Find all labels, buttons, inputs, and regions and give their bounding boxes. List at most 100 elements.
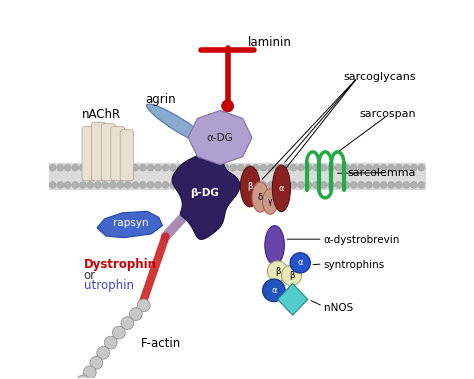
Circle shape <box>109 182 116 188</box>
Circle shape <box>185 182 191 188</box>
Circle shape <box>94 164 101 171</box>
Circle shape <box>147 182 154 188</box>
Circle shape <box>83 366 96 379</box>
Circle shape <box>410 164 417 171</box>
Circle shape <box>117 164 124 171</box>
Circle shape <box>267 164 274 171</box>
FancyBboxPatch shape <box>82 127 96 181</box>
Text: nAChR: nAChR <box>82 108 121 121</box>
Text: utrophin: utrophin <box>83 279 134 292</box>
Text: sarcoglycans: sarcoglycans <box>343 72 416 81</box>
Circle shape <box>125 164 131 171</box>
Circle shape <box>283 164 289 171</box>
Circle shape <box>49 164 56 171</box>
Circle shape <box>112 326 125 339</box>
Circle shape <box>162 182 169 188</box>
Circle shape <box>139 164 146 171</box>
Circle shape <box>298 164 304 171</box>
FancyBboxPatch shape <box>101 124 116 181</box>
Circle shape <box>403 182 410 188</box>
Circle shape <box>365 164 372 171</box>
Circle shape <box>328 182 335 188</box>
Circle shape <box>79 182 86 188</box>
Circle shape <box>358 164 365 171</box>
Ellipse shape <box>240 166 260 207</box>
Circle shape <box>245 182 252 188</box>
Circle shape <box>57 182 64 188</box>
Circle shape <box>177 182 184 188</box>
Circle shape <box>245 164 252 171</box>
Circle shape <box>403 164 410 171</box>
Circle shape <box>253 164 259 171</box>
Circle shape <box>253 182 259 188</box>
Circle shape <box>380 182 387 188</box>
Circle shape <box>200 182 207 188</box>
Circle shape <box>90 356 103 369</box>
Circle shape <box>77 375 90 379</box>
Circle shape <box>335 182 342 188</box>
Circle shape <box>283 182 289 188</box>
Text: α-DG: α-DG <box>207 133 233 143</box>
Circle shape <box>237 164 244 171</box>
Circle shape <box>320 164 327 171</box>
Circle shape <box>155 182 161 188</box>
Circle shape <box>267 182 274 188</box>
Ellipse shape <box>282 265 302 285</box>
Circle shape <box>102 164 109 171</box>
Text: α-dystrobrevin: α-dystrobrevin <box>324 235 400 245</box>
Circle shape <box>260 164 267 171</box>
Circle shape <box>343 182 349 188</box>
Ellipse shape <box>263 279 285 302</box>
Circle shape <box>343 164 349 171</box>
Text: laminin: laminin <box>248 36 292 49</box>
Ellipse shape <box>146 104 211 146</box>
Circle shape <box>64 182 71 188</box>
Circle shape <box>358 182 365 188</box>
Circle shape <box>192 182 199 188</box>
Text: Dystrophin: Dystrophin <box>83 258 156 271</box>
Circle shape <box>335 164 342 171</box>
Circle shape <box>260 182 267 188</box>
Circle shape <box>57 164 64 171</box>
Circle shape <box>72 164 79 171</box>
Polygon shape <box>172 147 240 240</box>
Circle shape <box>97 346 109 359</box>
Circle shape <box>418 164 425 171</box>
Circle shape <box>350 182 357 188</box>
Circle shape <box>237 182 244 188</box>
Circle shape <box>222 164 229 171</box>
Text: α: α <box>298 258 303 267</box>
Circle shape <box>139 182 146 188</box>
Circle shape <box>395 164 402 171</box>
Circle shape <box>64 164 71 171</box>
Text: or: or <box>83 269 96 282</box>
Circle shape <box>230 164 237 171</box>
Circle shape <box>102 182 109 188</box>
Circle shape <box>380 164 387 171</box>
Text: F-actin: F-actin <box>141 337 181 350</box>
Circle shape <box>117 182 124 188</box>
Circle shape <box>388 182 395 188</box>
Circle shape <box>305 182 312 188</box>
Ellipse shape <box>263 189 278 215</box>
Text: α: α <box>271 286 277 295</box>
Circle shape <box>121 317 134 329</box>
Circle shape <box>290 182 297 188</box>
Ellipse shape <box>290 253 310 273</box>
Circle shape <box>147 164 154 171</box>
Circle shape <box>313 182 319 188</box>
FancyBboxPatch shape <box>91 122 106 181</box>
Circle shape <box>373 182 380 188</box>
Circle shape <box>104 336 117 349</box>
Circle shape <box>215 182 221 188</box>
Ellipse shape <box>273 165 291 212</box>
Circle shape <box>230 182 237 188</box>
Circle shape <box>49 182 56 188</box>
Polygon shape <box>188 111 252 164</box>
Text: β-DG: β-DG <box>191 188 219 198</box>
Circle shape <box>222 182 229 188</box>
Circle shape <box>200 164 207 171</box>
Circle shape <box>125 182 131 188</box>
Circle shape <box>207 164 214 171</box>
Circle shape <box>185 164 191 171</box>
